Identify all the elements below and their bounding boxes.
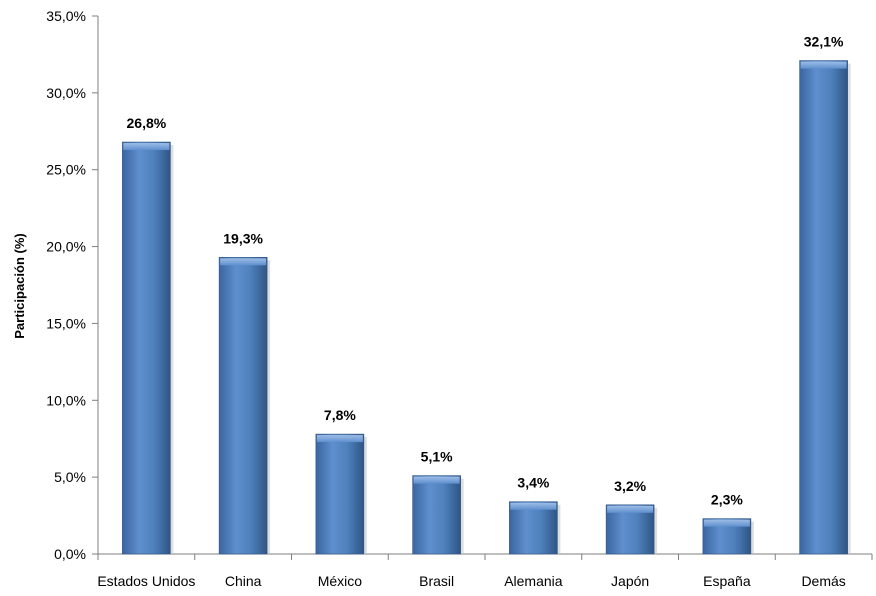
bar-7: 2,3% [702, 492, 754, 555]
bar-body [799, 60, 848, 555]
bar-cap [703, 519, 750, 527]
x-tick-label: Estados Unidos [97, 573, 195, 589]
bar-8: 32,1% [799, 34, 851, 555]
bar-5: 3,4% [509, 475, 561, 555]
data-label: 32,1% [804, 34, 844, 50]
y-axis: 0,0% 5,0% 10,0% 15,0% 20,0% 25,0% 30,0% 35,0% [46, 8, 99, 562]
bar-cap [220, 258, 267, 266]
bar-body [412, 475, 461, 555]
data-label: 26,8% [127, 115, 167, 131]
bar-cap [800, 61, 847, 69]
bar-cap [316, 435, 363, 443]
x-tick-label: Brasil [419, 573, 454, 589]
x-tick-label: Alemania [504, 573, 563, 589]
bar-body [509, 501, 558, 555]
x-tick-label: Demás [801, 573, 845, 589]
x-tick-label: España [703, 573, 751, 589]
bars-group: 26,8% 19,3% 7,8% 5,1% 3,4% 3,2% 2,3% 32,1% [122, 34, 851, 555]
data-label: 19,3% [223, 230, 263, 246]
bar-body [122, 141, 171, 555]
bar-body [218, 257, 268, 555]
y-tick-label: 15,0% [46, 315, 86, 331]
bar-6: 3,2% [605, 478, 658, 555]
data-label: 3,2% [614, 478, 646, 494]
bar-1: 26,8% [122, 115, 174, 555]
x-tick-label: Japón [611, 573, 649, 589]
bar-2: 19,3% [218, 230, 271, 555]
y-tick-label: 0,0% [54, 546, 86, 562]
x-tick-label: China [225, 573, 262, 589]
bar-cap [510, 502, 557, 510]
data-label: 3,4% [517, 475, 549, 491]
bar-body [605, 504, 655, 555]
y-tick-label: 30,0% [46, 85, 86, 101]
y-tick-label: 20,0% [46, 239, 86, 255]
y-tick-label: 25,0% [46, 162, 86, 178]
y-tick-label: 10,0% [46, 392, 86, 408]
x-axis: Estados Unidos China México Brasil Alemania J… [97, 553, 873, 589]
data-label: 2,3% [711, 492, 743, 508]
bar-cap [413, 476, 460, 484]
data-label: 7,8% [324, 407, 356, 423]
bar-cap [123, 143, 170, 151]
bar-body [315, 433, 365, 555]
x-tick-label: México [318, 573, 363, 589]
y-axis-title: Participación (%) [12, 233, 27, 338]
y-tick-label: 35,0% [46, 8, 86, 24]
y-tick-label: 5,0% [54, 469, 86, 485]
bar-3: 7,8% [315, 407, 367, 555]
bar-cap [607, 505, 654, 513]
data-label: 5,1% [421, 449, 453, 465]
bar-4: 5,1% [412, 449, 464, 555]
